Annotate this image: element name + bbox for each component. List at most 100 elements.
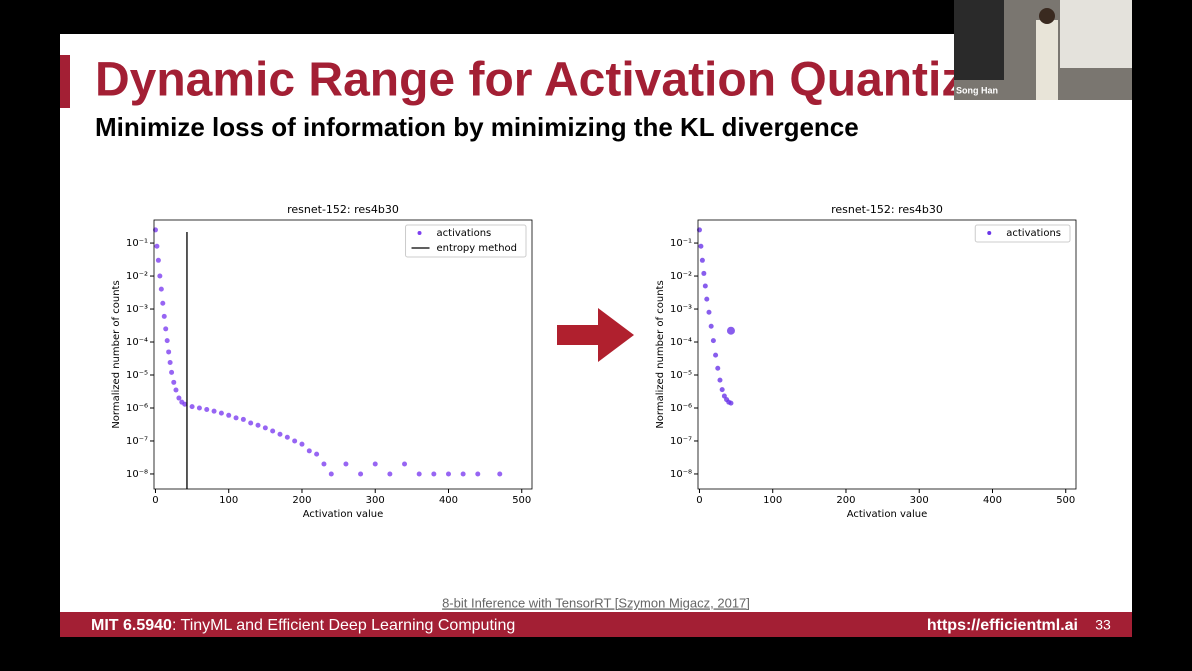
data-point	[255, 422, 261, 428]
data-point	[321, 461, 327, 467]
x-tick-label: 0	[696, 495, 702, 506]
y-tick-label: 10⁻²	[670, 271, 692, 282]
data-point	[706, 309, 712, 315]
data-point	[161, 313, 167, 319]
x-tick-label: 300	[910, 495, 929, 506]
citation[interactable]: 8-bit Inference with TensorRT [Szymon Mi…	[442, 595, 750, 610]
data-point	[211, 408, 217, 414]
y-tick-label: 10⁻⁷	[670, 436, 692, 447]
data-point	[702, 283, 708, 289]
legend-marker	[417, 231, 422, 235]
chart-title: resnet-152: res4b30	[287, 203, 399, 216]
y-tick-label: 10⁻⁴	[126, 337, 148, 348]
x-tick-label: 400	[439, 495, 458, 506]
y-tick-label: 10⁻⁶	[670, 403, 692, 414]
footer-url[interactable]: https://efficientml.ai	[927, 617, 1078, 634]
data-point	[160, 300, 166, 306]
page-number: 33	[1095, 617, 1111, 633]
footer-course: MIT 6.5940: TinyML and Efficient Deep Le…	[91, 617, 515, 634]
y-axis-label: Normalized number of counts	[111, 280, 122, 428]
legend: activations	[974, 224, 1071, 243]
data-point	[166, 349, 172, 355]
data-point	[189, 404, 195, 410]
data-point	[445, 471, 451, 477]
y-tick-label: 10⁻⁵	[670, 370, 692, 381]
y-tick-label: 10⁻⁴	[670, 337, 692, 348]
footer-course-code: MIT 6.5940	[91, 617, 172, 634]
x-tick-label: 200	[836, 495, 855, 506]
data-point	[173, 387, 179, 393]
data-point	[717, 377, 723, 383]
title-accent	[60, 55, 70, 108]
slide-title: Dynamic Range for Activation Quantizat	[95, 54, 1008, 107]
legend-box	[405, 224, 527, 258]
data-point	[460, 471, 466, 477]
legend-label: activations	[1006, 228, 1061, 239]
data-point	[176, 395, 182, 401]
y-tick-label: 10⁻⁶	[126, 403, 148, 414]
legend: activations entropy method	[405, 224, 527, 258]
data-point	[704, 296, 710, 302]
data-point	[218, 410, 224, 416]
data-point	[299, 441, 305, 447]
data-point	[328, 471, 334, 477]
legend-label: entropy method	[437, 243, 517, 254]
data-point	[158, 286, 164, 292]
x-tick-label: 0	[152, 495, 158, 506]
data-point	[262, 425, 268, 431]
legend-label: activations	[437, 228, 492, 239]
data-point	[270, 428, 276, 434]
data-point	[358, 471, 364, 477]
plot-frame	[153, 219, 533, 490]
chart: resnet-152: res4b30 Activation value Norma…	[655, 203, 1077, 520]
y-axis-label: Normalized number of counts	[655, 280, 666, 428]
y-tick-label: 10⁻⁸	[670, 469, 692, 480]
data-point	[204, 406, 210, 412]
webcam: Song Han	[954, 0, 1132, 100]
y-tick-label: 10⁻¹	[670, 238, 692, 249]
y-tick-label: 10⁻²	[126, 271, 148, 282]
x-tick-label: 200	[292, 495, 311, 506]
data-point	[157, 273, 163, 279]
data-point	[226, 412, 232, 418]
data-point	[163, 326, 169, 332]
legend-marker	[987, 231, 992, 235]
data-point	[240, 416, 246, 422]
data-point	[715, 365, 721, 371]
data-point	[719, 387, 725, 393]
data-point	[155, 257, 161, 263]
data-point	[182, 401, 188, 407]
y-tick-label: 10⁻³	[126, 304, 148, 315]
data-point	[233, 415, 239, 421]
chart-title: resnet-152: res4b30	[831, 203, 943, 216]
data-point	[475, 471, 481, 477]
slide-subtitle: Minimize loss of information by minimizi…	[95, 112, 859, 142]
data-point	[306, 448, 312, 454]
y-tick-label: 10⁻⁸	[126, 469, 148, 480]
plot-frame	[697, 219, 1077, 490]
data-point	[387, 471, 393, 477]
webcam-head	[1039, 8, 1055, 24]
data-point	[314, 451, 320, 457]
data-point	[431, 471, 437, 477]
data-point	[372, 461, 378, 467]
chart: resnet-152: res4b30 Activation value Norma…	[111, 203, 533, 520]
data-point	[343, 461, 349, 467]
data-point	[169, 369, 175, 375]
data-point	[698, 243, 704, 249]
footer-course-name: : TinyML and Efficient Deep Learning Com…	[172, 617, 515, 634]
y-tick-label: 10⁻⁵	[126, 370, 148, 381]
data-point	[277, 431, 283, 437]
data-point	[710, 338, 716, 344]
x-tick-label: 500	[512, 495, 531, 506]
x-tick-label: 100	[219, 495, 238, 506]
x-tick-label: 100	[763, 495, 782, 506]
data-point	[248, 420, 254, 426]
legend-box	[974, 224, 1071, 243]
data-point	[402, 461, 408, 467]
data-point	[171, 379, 177, 385]
data-point	[713, 352, 719, 358]
footer-bar	[60, 612, 1132, 637]
